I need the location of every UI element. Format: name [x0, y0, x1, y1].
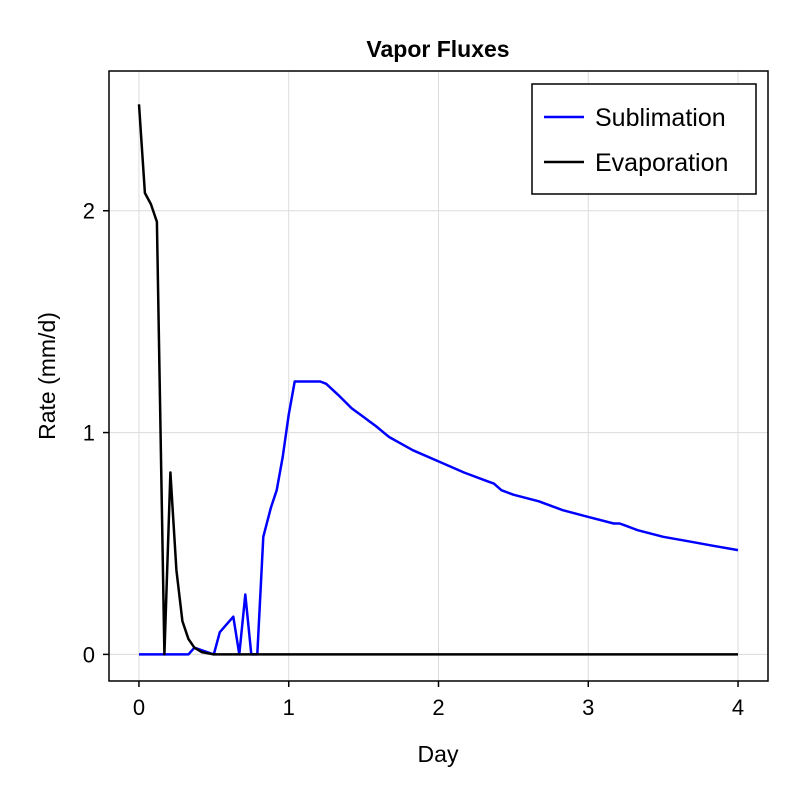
tick-labels: 0 1 2 3 4 0 1 2	[83, 199, 744, 720]
legend-label-sublimation: Sublimation	[595, 104, 726, 132]
y-tick-label: 2	[83, 199, 95, 224]
axis-ticks	[103, 209, 739, 687]
y-tick-label: 0	[83, 642, 95, 667]
x-axis-label: Day	[418, 741, 459, 767]
y-tick-label: 1	[83, 421, 95, 446]
legend: Sublimation Evaporation	[531, 83, 757, 195]
legend-label-evaporation: Evaporation	[595, 149, 728, 177]
x-tick-label: 1	[283, 695, 295, 720]
chart-title: Vapor Fluxes	[366, 36, 509, 62]
x-tick-label: 2	[432, 695, 444, 720]
y-axis-label: Rate (mm/d)	[34, 312, 60, 440]
x-tick-label: 4	[732, 695, 744, 720]
x-tick-label: 3	[582, 695, 594, 720]
series-line-evaporation	[137, 104, 738, 656]
series-line-sublimation	[139, 380, 739, 656]
legend-box	[531, 83, 757, 195]
series-layer	[137, 104, 739, 656]
x-tick-label: 0	[133, 695, 145, 720]
